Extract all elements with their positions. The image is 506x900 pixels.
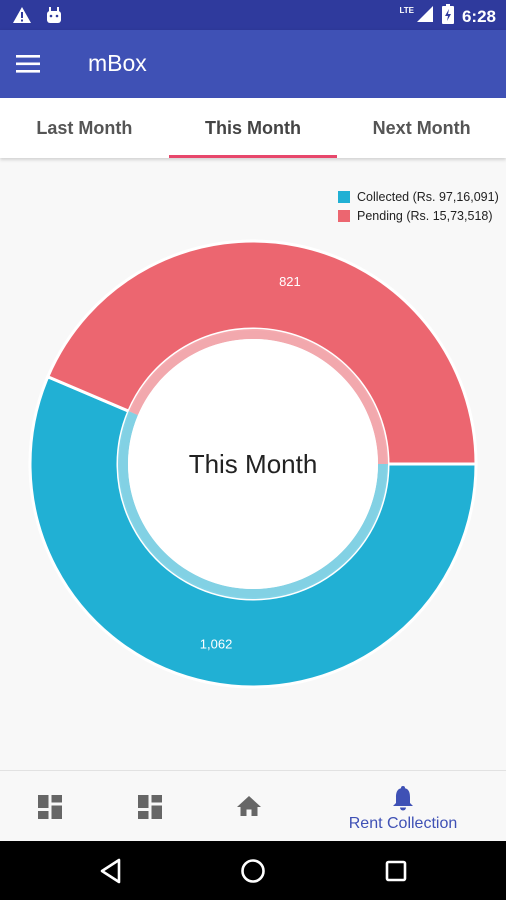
donut-slice-label-collected: 1,062	[200, 637, 233, 652]
signal-icon	[416, 5, 434, 28]
hamburger-menu-icon[interactable]	[16, 50, 52, 78]
donut-center	[128, 339, 378, 589]
legend-label-collected: Collected (Rs. 97,16,091)	[357, 189, 499, 204]
dashboard-icon	[138, 795, 162, 824]
tab-this-month[interactable]: This Month	[168, 98, 338, 158]
recents-icon[interactable]	[380, 855, 412, 887]
donut-chart[interactable]: This Month 1,062 821	[0, 236, 506, 696]
nav-item-home[interactable]	[210, 771, 290, 842]
home-circle-icon[interactable]	[237, 855, 269, 887]
nav-item-rent-collection[interactable]: Rent Collection	[330, 771, 476, 842]
back-icon[interactable]	[96, 855, 128, 887]
month-tabs: Last Month This Month Next Month	[0, 98, 506, 158]
nav-item-dashboard-2[interactable]	[110, 771, 190, 842]
tab-last-month[interactable]: Last Month	[36, 118, 133, 138]
chart-legend: Collected (Rs. 97,16,091) Pending (Rs. 1…	[338, 187, 499, 225]
legend-swatch-pending	[338, 209, 350, 222]
donut-slice-label-pending: 821	[279, 274, 301, 289]
nav-item-dashboard-1[interactable]	[10, 771, 90, 842]
clock: 6:28	[461, 6, 496, 26]
donut-slice-collected[interactable]	[28, 374, 478, 689]
home-icon	[236, 795, 262, 822]
network-type: LTE	[399, 6, 414, 15]
legend-item-pending[interactable]: Pending (Rs. 15,73,518)	[338, 206, 499, 225]
bell-icon	[392, 785, 414, 816]
dashboard-icon	[38, 795, 62, 824]
app-bar: mBox	[0, 30, 506, 98]
battery-charging-icon	[441, 4, 454, 29]
status-bar: LTE 6:28	[0, 0, 506, 30]
system-navigation-bar	[0, 841, 506, 900]
app-title: mBox	[88, 50, 147, 76]
warning-icon	[12, 6, 32, 29]
donut-center-text: This Month	[189, 449, 318, 479]
bottom-navigation: Rent Collection	[0, 770, 506, 841]
android-debug-icon	[46, 6, 62, 29]
legend-item-collected[interactable]: Collected (Rs. 97,16,091)	[338, 187, 499, 206]
legend-swatch-collected	[338, 190, 350, 203]
tab-next-month[interactable]: Next Month	[372, 118, 471, 138]
nav-label-rent-collection: Rent Collection	[348, 815, 458, 832]
legend-label-pending: Pending (Rs. 15,73,518)	[357, 208, 493, 223]
